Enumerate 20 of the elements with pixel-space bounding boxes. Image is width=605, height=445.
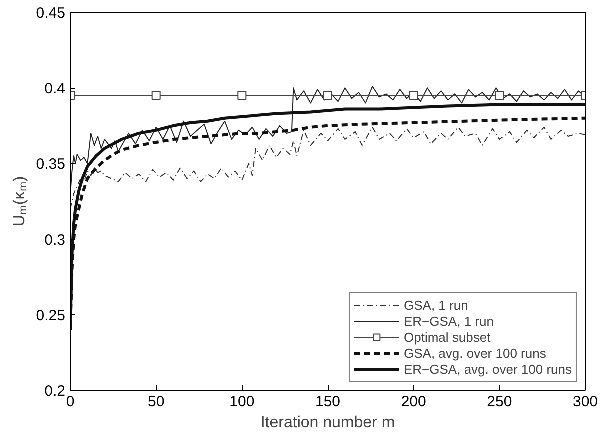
x-tick-label: 0: [66, 394, 75, 410]
y-tick-label: 0.2: [44, 383, 66, 400]
legend-label: ER−GSA, avg. over 100 runs: [404, 361, 572, 377]
legend-label: Optimal subset: [404, 329, 491, 345]
x-tick-label: 100: [230, 394, 255, 410]
x-axis-title: Iteration number m: [260, 414, 396, 432]
y-tick-label: 0.25: [36, 307, 66, 324]
x-tick-label: 250: [487, 394, 512, 410]
y-tick-label: 0.3: [44, 232, 66, 249]
legend-label: GSA, avg. over 100 runs: [404, 345, 546, 361]
y-tick-label: 0.45: [36, 5, 66, 22]
y-axis-title: Uₘ(κₘ): [11, 176, 28, 227]
x-tick-label: 50: [148, 394, 165, 410]
x-tick-label: 300: [572, 394, 598, 410]
legend-label: ER−GSA, 1 run: [404, 313, 494, 329]
y-tick-label: 0.35: [36, 156, 66, 174]
x-tick-label: 150: [315, 394, 341, 410]
legend-label: GSA, 1 run: [404, 297, 468, 313]
y-tick-label: 0.4: [44, 80, 66, 98]
x-tick-label: 200: [401, 394, 426, 410]
